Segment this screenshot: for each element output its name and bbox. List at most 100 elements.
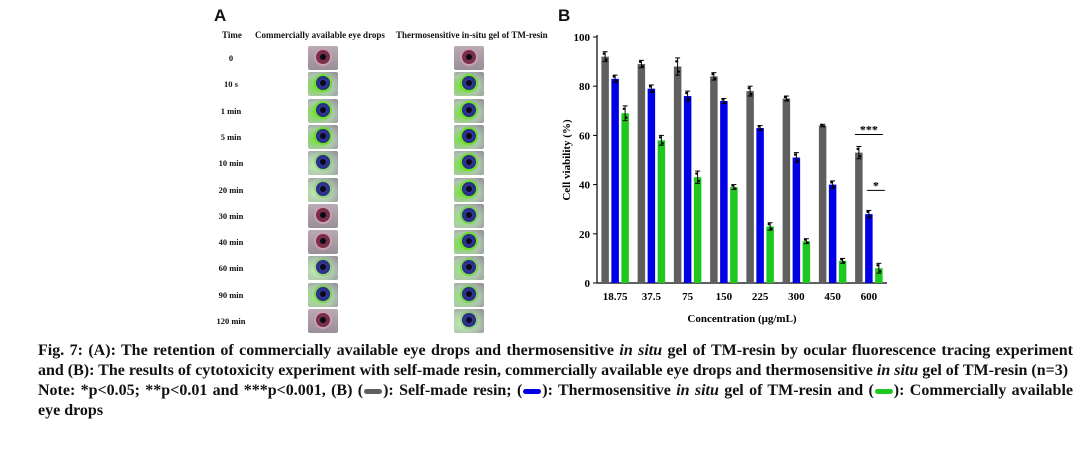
time-label: 30 min [218, 210, 244, 221]
pupil [466, 317, 472, 323]
bar [730, 187, 738, 283]
eye-photo-col2-9 [454, 282, 484, 307]
pupil [320, 54, 326, 60]
data-point [711, 72, 714, 76]
eye-photo-col1-9 [308, 282, 338, 307]
data-point [878, 269, 882, 273]
data-point [866, 210, 869, 214]
eye-photo-col2-7 [454, 230, 484, 255]
iris [462, 128, 476, 143]
data-point [786, 98, 789, 102]
time-label: 40 min [218, 237, 244, 248]
pupil [466, 290, 472, 297]
data-point [658, 136, 662, 139]
data-point [648, 85, 652, 88]
bar [792, 157, 801, 283]
bar [611, 78, 619, 283]
caption-note: Note: *p<0.05; **p<0.01 and ***p<0.001, … [38, 381, 1073, 421]
pupil [320, 264, 326, 271]
bar [818, 125, 827, 283]
note-text-1: Note: *p<0.05; **p<0.01 and ***p<0.001, … [38, 382, 364, 399]
y-tick-label: 100 [574, 32, 591, 44]
pupil [466, 132, 472, 139]
eye-photo-col2-1 [454, 72, 484, 97]
data-point [721, 98, 724, 101]
data-point [615, 79, 618, 83]
data-point [858, 155, 862, 158]
pupil [320, 211, 326, 218]
time-label: 10 s [224, 79, 238, 90]
bar [756, 128, 764, 283]
pupil [466, 159, 472, 166]
iris [316, 286, 330, 301]
data-point [842, 261, 846, 264]
iris [462, 155, 476, 170]
pupil [466, 264, 472, 271]
data-point [675, 60, 678, 63]
data-point [733, 187, 737, 190]
data-point [876, 264, 879, 267]
note-italic: in situ [676, 382, 719, 399]
data-point [622, 107, 626, 111]
data-point [840, 258, 843, 261]
bar [855, 152, 863, 283]
time-column-header: Time [222, 30, 242, 40]
data-point [697, 179, 701, 183]
pupil [320, 290, 326, 297]
figure-caption: Fig. 7: (A): The retention of commercial… [38, 341, 1073, 421]
data-point [661, 142, 664, 145]
caption-text-3: gel of TM-resin (n=3) [918, 362, 1069, 379]
iris [462, 286, 476, 301]
bar [637, 64, 646, 283]
data-point [767, 223, 771, 226]
caption-text-1: Fig. 7: (A): The retention of commercial… [38, 342, 620, 359]
time-label: 1 min [220, 105, 242, 116]
pupil [320, 159, 326, 166]
iris [316, 207, 330, 222]
iris [316, 50, 330, 64]
chart-svg: 0 20 40 60 80 100 Cell viability (%) 18.75 37.5 7… [561, 32, 887, 325]
x-tick-label: 600 [861, 291, 878, 303]
x-tick-label: 75 [682, 291, 694, 303]
eye-photo-col1-7 [308, 230, 338, 255]
pupil [320, 132, 326, 139]
caption-main: Fig. 7: (A): The retention of commercial… [38, 341, 1073, 381]
eye-photo-col1-6 [308, 203, 338, 228]
caption-italic-1: in situ [619, 342, 663, 359]
pupil [320, 80, 326, 87]
panel-a-fluorescence-table: A Time Commercially available eye drops … [200, 0, 550, 340]
pupil [466, 238, 472, 245]
bar [683, 96, 692, 283]
data-point [723, 101, 727, 104]
pupil [320, 106, 326, 113]
data-point [820, 123, 823, 127]
data-point [695, 172, 698, 175]
eye-photo-col1-10 [308, 309, 338, 333]
iris [316, 181, 330, 196]
data-point [713, 77, 717, 80]
x-tick-label: 18.75 [603, 291, 628, 303]
iris [462, 181, 476, 196]
x-tick-label: 225 [752, 291, 769, 303]
eye-photo-col1-3 [308, 124, 338, 149]
bar [865, 214, 873, 283]
time-label: 90 min [218, 289, 244, 300]
bar [657, 140, 666, 283]
bar [720, 100, 728, 284]
y-axis-label: Cell viability (%) [561, 119, 573, 201]
data-point [760, 128, 763, 131]
eye-photo-col2-3 [454, 124, 484, 149]
eye-photo-col2-8 [454, 256, 484, 281]
eye-photo-col2-0 [454, 46, 484, 70]
y-tick-label: 20 [579, 229, 591, 241]
eye-photo-col1-0 [308, 46, 338, 70]
y-tick-label: 0 [585, 278, 591, 290]
significance-annotation: *** [860, 122, 878, 136]
data-point [731, 184, 734, 187]
pupil [320, 317, 326, 323]
bar [601, 56, 609, 284]
x-tick-label: 450 [824, 291, 841, 303]
data-point [830, 181, 833, 184]
bar [647, 88, 656, 283]
data-point [625, 116, 628, 119]
